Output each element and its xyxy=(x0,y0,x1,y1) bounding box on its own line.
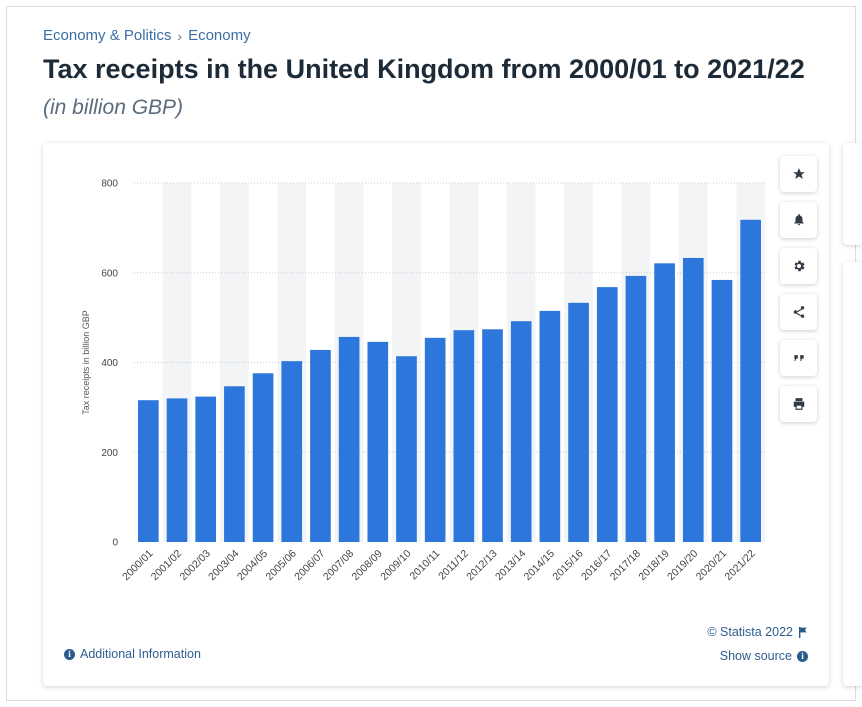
x-tick-label: 2014/15 xyxy=(522,548,557,583)
x-tick-label: 2001/02 xyxy=(149,548,184,583)
x-tick-label: 2002/03 xyxy=(177,548,212,583)
bar xyxy=(281,361,303,542)
quote-icon xyxy=(793,355,804,361)
bar xyxy=(166,398,188,542)
additional-information-link[interactable]: i Additional Information xyxy=(64,647,201,661)
x-tick-label: 2005/06 xyxy=(264,548,299,583)
bar xyxy=(338,336,360,542)
star-icon xyxy=(792,168,805,179)
show-source-link[interactable]: Show source i xyxy=(720,649,808,663)
notification-button[interactable] xyxy=(780,202,817,238)
x-tick-label: 2003/04 xyxy=(206,548,241,583)
print-icon xyxy=(793,398,804,410)
side-panel-top xyxy=(843,143,862,245)
x-tick-label: 2012/13 xyxy=(464,548,499,583)
breadcrumb-item-economy-politics[interactable]: Economy & Politics xyxy=(43,27,172,44)
flag-icon xyxy=(799,626,807,638)
side-panel-bottom xyxy=(843,262,862,686)
y-tick-label: 0 xyxy=(112,538,118,549)
info-icon: i xyxy=(64,648,75,660)
y-tick-label: 600 xyxy=(101,268,118,279)
bar xyxy=(367,341,389,542)
x-tick-label: 2015/16 xyxy=(550,548,585,583)
info-icon: i xyxy=(797,650,808,662)
additional-information-label: Additional Information xyxy=(80,647,201,661)
bell-icon xyxy=(793,214,804,226)
breadcrumb-item-economy[interactable]: Economy xyxy=(188,27,251,44)
bar xyxy=(195,396,217,542)
x-tick-label: 2018/19 xyxy=(636,548,671,583)
breadcrumb-separator: › xyxy=(177,27,183,44)
x-tick-label: 2000/01 xyxy=(120,548,155,583)
share-button[interactable] xyxy=(780,294,817,330)
y-tick-label: 800 xyxy=(101,179,118,190)
x-tick-label: 2008/09 xyxy=(350,548,385,583)
bar xyxy=(654,263,675,542)
bar xyxy=(396,356,417,542)
bar xyxy=(740,219,761,543)
cite-button[interactable] xyxy=(780,340,817,376)
x-tick-label: 2019/20 xyxy=(665,548,700,583)
page-title: Tax receipts in the United Kingdom from … xyxy=(43,54,805,84)
bar xyxy=(596,287,618,542)
chart-toolbar xyxy=(780,156,817,422)
statista-credit[interactable]: © Statista 2022 xyxy=(707,625,808,639)
x-tick-label: 2020/21 xyxy=(694,548,729,583)
page-subtitle: (in billion GBP) xyxy=(43,96,184,119)
bar xyxy=(682,257,704,542)
bar xyxy=(453,330,475,542)
bar xyxy=(252,373,274,542)
bar xyxy=(424,337,446,542)
credit-label: © Statista 2022 xyxy=(707,625,793,639)
settings-button[interactable] xyxy=(780,248,817,284)
bar xyxy=(539,310,561,542)
x-tick-label: 2007/08 xyxy=(321,548,356,583)
y-tick-label: 200 xyxy=(101,448,118,459)
bar xyxy=(510,321,532,542)
x-tick-label: 2016/17 xyxy=(579,548,614,583)
x-tick-label: 2013/14 xyxy=(493,548,528,583)
share-icon xyxy=(793,306,804,318)
bar xyxy=(568,302,589,542)
show-source-label: Show source xyxy=(719,649,792,663)
bar xyxy=(711,279,733,542)
gear-icon xyxy=(794,260,805,272)
x-tick-label: 2009/10 xyxy=(378,548,413,583)
y-tick-label: 400 xyxy=(101,358,118,369)
bar xyxy=(138,400,159,542)
x-tick-label: 2004/05 xyxy=(235,548,270,583)
bar xyxy=(625,275,647,542)
y-axis-title: Tax receipts in billion GBP xyxy=(81,310,91,415)
breadcrumb: Economy & Politics › Economy xyxy=(43,27,251,44)
x-tick-label: 2021/22 xyxy=(722,548,757,583)
x-tick-label: 2010/11 xyxy=(407,548,442,583)
x-tick-label: 2006/07 xyxy=(292,548,327,583)
bar xyxy=(482,329,503,542)
bar xyxy=(310,349,331,542)
x-tick-label: 2017/18 xyxy=(608,548,643,583)
bar xyxy=(224,386,245,542)
favorite-button[interactable] xyxy=(780,156,817,192)
print-button[interactable] xyxy=(780,386,817,422)
